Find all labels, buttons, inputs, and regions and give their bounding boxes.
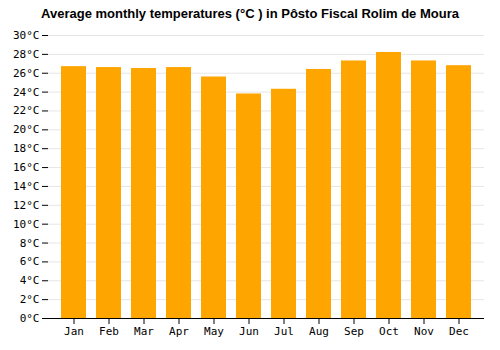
svg-text:16°C: 16°C	[13, 161, 40, 174]
svg-text:20°C: 20°C	[13, 123, 40, 136]
svg-text:2°C: 2°C	[20, 293, 40, 306]
svg-text:8°C: 8°C	[20, 237, 40, 250]
svg-text:12°C: 12°C	[13, 199, 40, 212]
html-text:Average monthly temperatures (: Average monthly temperatures (°C ) in Pô…	[41, 6, 459, 21]
svg-text:Jan: Jan	[64, 325, 84, 338]
svg-text:Nov: Nov	[414, 325, 434, 338]
svg-text:Jun: Jun	[239, 325, 259, 338]
svg-text:Aug: Aug	[309, 325, 329, 338]
svg-text:May: May	[204, 325, 224, 338]
svg-text:28°C: 28°C	[13, 48, 40, 61]
svg-text:4°C: 4°C	[20, 274, 40, 287]
svg-text:Feb: Feb	[99, 325, 119, 338]
svg-text:Oct: Oct	[379, 325, 399, 338]
svg-text:14°C: 14°C	[13, 180, 40, 193]
svg-text:Mar: Mar	[134, 325, 154, 338]
svg-text:10°C: 10°C	[13, 218, 40, 231]
svg-text:26°C: 26°C	[13, 67, 40, 80]
svg-text:6°C: 6°C	[20, 255, 40, 268]
svg-text:Apr: Apr	[169, 325, 189, 338]
svg-text:Sep: Sep	[344, 325, 364, 338]
svg-text:Jul: Jul	[274, 325, 294, 338]
svg-text:22°C: 22°C	[13, 104, 40, 117]
svg-text:30°C: 30°C	[13, 29, 40, 42]
svg-text:0°C: 0°C	[20, 312, 40, 325]
svg-text:Dec: Dec	[449, 325, 469, 338]
svg-text:24°C: 24°C	[13, 86, 40, 99]
svg-text:18°C: 18°C	[13, 142, 40, 155]
